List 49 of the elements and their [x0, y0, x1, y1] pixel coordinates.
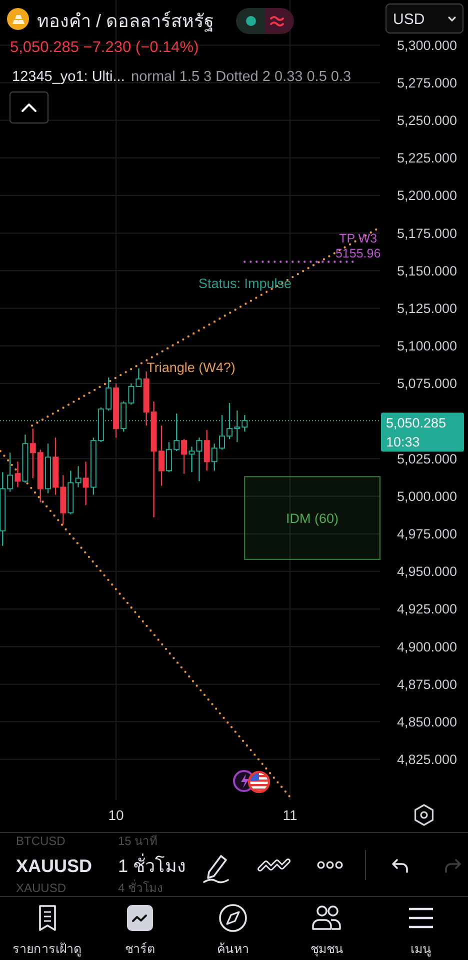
- y-tick-label: 5,300.000: [396, 38, 457, 53]
- x-tick-label: 11: [282, 807, 298, 823]
- y-tick-label: 5,025.000: [396, 451, 457, 466]
- y-tick-label: 5,275.000: [396, 75, 457, 90]
- y-tick-label: 5,150.000: [396, 263, 457, 278]
- y-tick-label: 5,100.000: [396, 338, 457, 354]
- x-tick-label: 10: [108, 807, 124, 823]
- ref-line-label: 5,050.285: [386, 416, 446, 431]
- y-tick-label: 4,900.000: [396, 639, 457, 654]
- y-tick-label: 4,925.000: [396, 602, 457, 617]
- candlestick: [181, 438, 188, 474]
- text: 10:33: [386, 434, 420, 450]
- y-tick-label: 5,200.000: [396, 188, 457, 204]
- annotation: normal 1.5 3 Dotted 2 0.33 0.5 0.3: [131, 69, 352, 85]
- candlestick: [82, 461, 89, 506]
- candlestick: [204, 429, 210, 472]
- text: 15 นาที: [118, 834, 158, 848]
- y-tick-label: 4,825.000: [396, 752, 457, 768]
- data-label: 5155.96: [335, 246, 381, 261]
- text: USD: [393, 11, 425, 28]
- y-tick-label: 4,950.000: [396, 564, 457, 580]
- text: BTCUSD: [16, 834, 66, 848]
- y-tick-label: 5,125.000: [396, 300, 457, 316]
- y-tick-label: 5,225.000: [396, 150, 457, 166]
- text: 1 ชั่วโมง: [118, 853, 186, 876]
- text: ชาร์ต: [125, 942, 155, 956]
- text: 4 ชั่วโมง: [118, 879, 164, 895]
- y-tick-label: 5,075.000: [396, 376, 457, 392]
- y-tick-label: 4,975.000: [396, 526, 457, 542]
- text: ทองคำ / ดอลลาร์สหรัฐ: [37, 11, 214, 32]
- text: 5,050.285 −7.230 (−0.14%): [10, 39, 199, 56]
- band-label: IDM (60): [286, 510, 339, 526]
- y-tick-label: 4,875.000: [396, 676, 457, 692]
- annotation: 12345_yo1: Ulti...: [12, 69, 125, 85]
- series-label: TP W3: [339, 232, 378, 246]
- text: ชุมชน: [310, 942, 344, 957]
- annotation: Status: Impulse: [198, 276, 292, 291]
- y-tick-label: 4,850.000: [396, 714, 457, 730]
- y-tick-label: 5,175.000: [396, 226, 457, 241]
- candlestick: [14, 461, 21, 488]
- y-tick-label: 5,000.000: [396, 488, 457, 504]
- text: เมนู: [410, 942, 432, 957]
- y-tick-label: 5,250.000: [396, 113, 457, 128]
- candlestick: [75, 466, 82, 488]
- text: XAUUSD: [16, 881, 66, 895]
- annotation: Triangle (W4?): [146, 360, 236, 375]
- text: ค้นหา: [217, 942, 249, 956]
- text: รายการเฝ้าดู: [12, 942, 82, 957]
- text: XAUUSD: [16, 856, 92, 876]
